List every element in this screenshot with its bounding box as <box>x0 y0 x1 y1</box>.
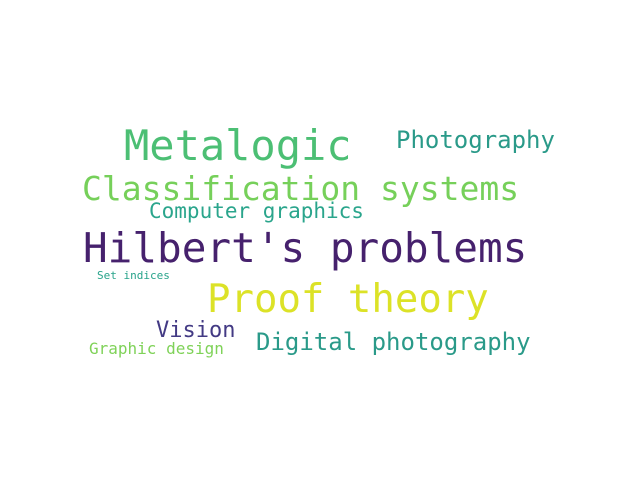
word-photography: Photography <box>396 126 555 154</box>
word-hilberts-problems: Hilbert's problems <box>83 224 528 272</box>
word-computer-graphics: Computer graphics <box>149 199 364 223</box>
word-metalogic: Metalogic <box>124 121 352 170</box>
word-vision: Vision <box>156 318 236 343</box>
word-proof-theory: Proof theory <box>207 277 489 322</box>
word-digital-photography: Digital photography <box>256 328 531 356</box>
word-classification-systems: Classification systems <box>82 169 520 208</box>
word-graphic-design: Graphic design <box>89 339 224 358</box>
word-set-indices: Set indices <box>97 269 170 282</box>
